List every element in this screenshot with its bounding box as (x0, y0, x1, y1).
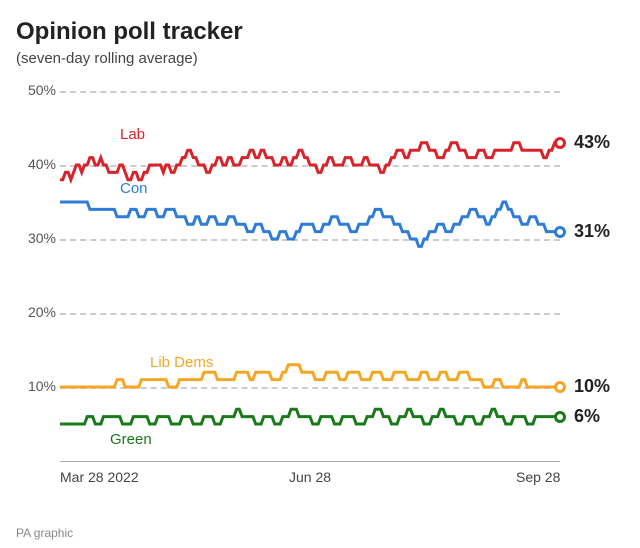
chart-title: Opinion poll tracker (16, 18, 624, 46)
series-label-green: Green (110, 431, 152, 448)
chart-area: 10%20%30%40%50%Mar 28 2022Jun 28Sep 2843… (16, 73, 624, 493)
end-value-green: 6% (574, 406, 600, 427)
poll-tracker-figure: Opinion poll tracker (seven-day rolling … (0, 0, 640, 548)
end-marker-green (554, 411, 566, 423)
source-credit: PA graphic (16, 526, 73, 540)
series-green (16, 73, 624, 493)
chart-subtitle: (seven-day rolling average) (16, 50, 624, 67)
